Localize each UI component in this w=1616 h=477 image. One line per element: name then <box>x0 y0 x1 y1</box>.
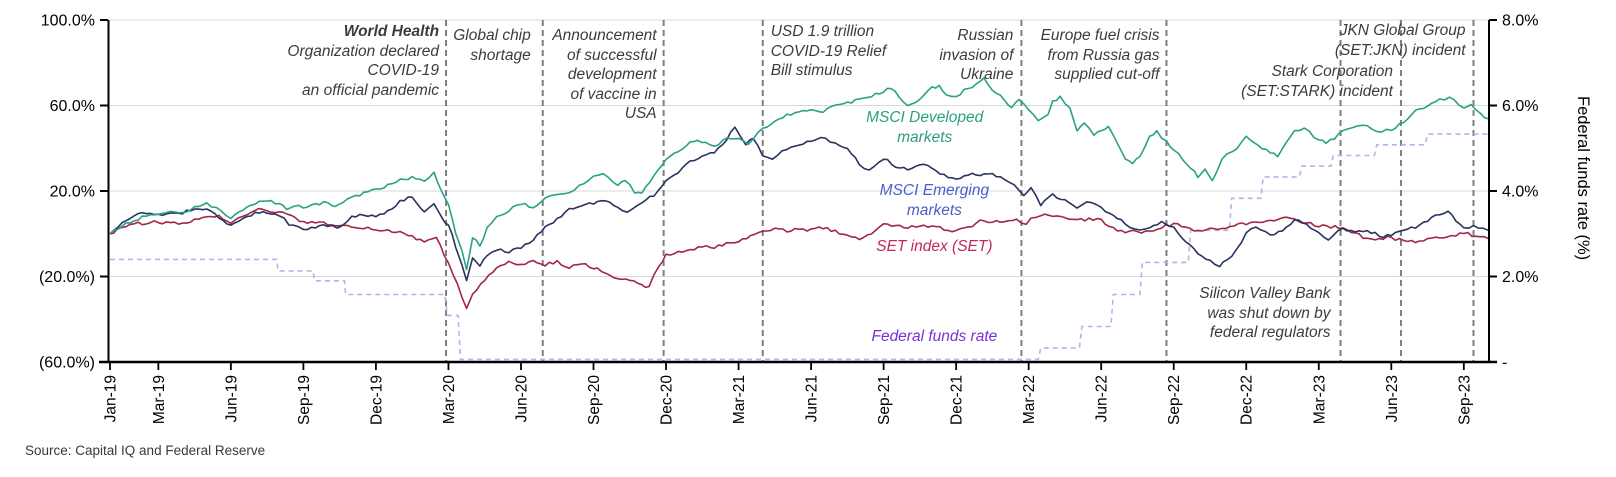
annotation-global-chip-shortage: Global chip shortage <box>453 27 531 64</box>
x-tick-label: Jan-19 <box>103 375 120 422</box>
series-label-federal-funds-rate: Federal funds rate <box>871 327 998 345</box>
annotation-russian-invasion: Russian invasion of Ukraine <box>939 27 1014 84</box>
x-tick-label: Mar-21 <box>731 375 748 424</box>
series-label-msci-developed: MSCI Developed markets <box>866 108 984 146</box>
y-tick-label-right: 4.0% <box>1502 184 1538 201</box>
x-tick-label: Sep-22 <box>1166 375 1183 425</box>
annotation-who-rest: Organization declared COVID-19 an offici… <box>287 42 440 99</box>
y-tick-label-left: 100.0% <box>41 13 95 30</box>
annotation-svb-shutdown: Silicon Valley Bank was shut down by fed… <box>1199 285 1331 342</box>
series-label-set-index: SET index (SET) <box>876 237 993 255</box>
annotation-stark-incident: Stark Corporation (SET:STARK) incident <box>1241 63 1393 100</box>
annotation-usd-stimulus: USD 1.9 trillion COVID-19 Relief Bill st… <box>770 23 887 80</box>
y-tick-label-right: 2.0% <box>1502 269 1538 286</box>
y-tick-label-right: - <box>1502 355 1507 372</box>
x-tick-label: Jun-23 <box>1384 375 1401 422</box>
y-tick-label-left: 60.0% <box>50 98 95 115</box>
series-line-set-index-set- <box>109 207 1489 310</box>
x-tick-label: Mar-22 <box>1021 375 1038 424</box>
annotation-vaccine-announcement: Announcement of successful development o… <box>552 27 657 123</box>
y-tick-label-left: (20.0%) <box>39 269 95 286</box>
x-tick-label: Dec-22 <box>1239 375 1256 425</box>
x-tick-label: Sep-21 <box>876 375 893 425</box>
x-tick-label: Dec-20 <box>659 375 676 425</box>
annotation-who-pandemic: World Health Organization declared COVID… <box>287 22 439 100</box>
x-tick-label: Mar-23 <box>1311 375 1328 424</box>
y-tick-label-right: 8.0% <box>1502 13 1538 30</box>
x-tick-label: Jun-19 <box>223 375 240 422</box>
x-tick-label: Mar-20 <box>441 375 458 424</box>
y-tick-label-left: (60.0%) <box>39 355 95 372</box>
y-tick-label-left: 20.0% <box>50 184 95 201</box>
source-note: Source: Capital IQ and Federal Reserve <box>25 443 266 458</box>
x-tick-label: Sep-19 <box>296 375 313 425</box>
annotation-who-title: World Health <box>343 23 440 40</box>
x-tick-label: Jun-20 <box>513 375 530 423</box>
x-tick-label: Dec-19 <box>368 375 385 425</box>
series-line-msci-developed-markets <box>109 77 1489 271</box>
series-line-msci-emerging-markets <box>109 126 1489 282</box>
annotation-jkn-incident: JKN Global Group (SET:JKN) incident <box>1334 22 1466 59</box>
x-tick-label: Sep-20 <box>586 375 603 425</box>
x-tick-label: Mar-19 <box>151 375 168 424</box>
series-label-msci-emerging: MSCI Emerging markets <box>879 181 990 220</box>
y-tick-label-right: 6.0% <box>1502 98 1538 115</box>
annotation-europe-fuel-crisis: Europe fuel crisis from Russia gas suppl… <box>1040 27 1160 84</box>
x-tick-label: Dec-21 <box>949 375 966 425</box>
x-tick-label: Sep-23 <box>1456 375 1473 425</box>
x-tick-label: Jun-22 <box>1094 375 1111 422</box>
x-tick-label: Jun-21 <box>804 375 821 422</box>
right-axis-title: Federal funds rate (%) <box>1574 96 1592 261</box>
